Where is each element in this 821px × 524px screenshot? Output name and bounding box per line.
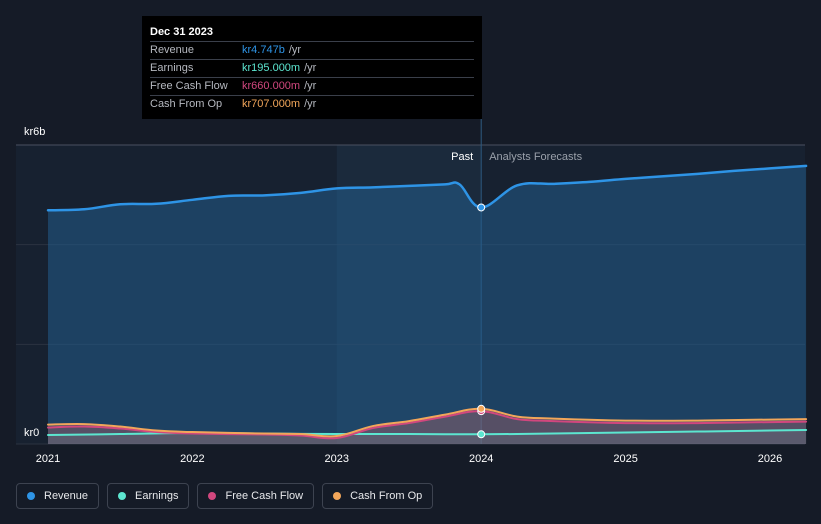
legend-dot-icon [333,492,342,500]
x-tick-label: 2026 [758,453,782,465]
tooltip-series-unit: /yr [304,80,317,92]
tooltip-series-value: kr195.000m [242,62,301,74]
x-tick-label: 2024 [469,453,493,465]
legend-dot-icon [27,492,35,500]
tooltip-series-value: kr707.000m [242,98,301,110]
legend-item-revenue[interactable]: Revenue [16,483,100,509]
area-free-cash-flow [48,411,807,444]
tooltip-row-cash-from-op: Cash From Op kr707.000m /yr [150,96,474,113]
tooltip-row-free-cash-flow: Free Cash Flow kr660.000m /yr [150,78,474,96]
legend-item-cash-from-op[interactable]: Cash From Op [322,483,434,509]
area-cash-from-op [48,408,807,444]
data-tooltip: Dec 31 2023 Revenue kr4.747b /yr Earning… [142,16,482,119]
x-tick-label: 2021 [36,453,60,465]
tooltip-row-earnings: Earnings kr195.000m /yr [150,60,474,78]
axes-layer: 2021 2022 2023 2024 2025 2026 kr6b kr0 Past Analy… [24,126,782,465]
chart-legend: Revenue Earnings Free Cash Flow Cash Fro… [16,483,434,509]
tooltip-series-unit: /yr [288,44,302,56]
area-revenue [48,165,807,444]
series-areas-layer [48,165,807,444]
marker-cash-from-op [477,404,486,413]
series-lines-layer [46,164,808,440]
tooltip-series-name: Earnings [150,62,194,74]
legend-item-free-cash-flow[interactable]: Free Cash Flow [197,483,315,509]
y-top-label: kr6b [24,126,45,138]
tooltip-series-unit: /yr [304,62,317,74]
tooltip-date: Dec 31 2023 [150,23,474,42]
line-cash-from-op [47,407,808,438]
tooltip-row-revenue: Revenue kr4.747b /yr [150,42,474,60]
legend-item-earnings[interactable]: Earnings [107,483,190,509]
tooltip-series-unit: /yr [304,98,317,110]
x-tick-label: 2023 [325,453,349,465]
line-free-cash-flow [47,410,808,440]
past-label: Past [451,151,473,163]
legend-label: Cash From Op [350,490,423,502]
legend-label: Revenue [44,490,89,502]
tooltip-series-name: Cash From Op [150,98,223,110]
legend-dot-icon [208,492,217,500]
x-tick-label: 2022 [180,453,204,465]
markers-layer [477,203,486,439]
legend-label: Free Cash Flow [225,490,304,502]
line-revenue [46,164,808,212]
forecast-label: Analysts Forecasts [489,151,582,163]
marker-revenue [477,203,486,212]
legend-dot-icon [118,492,127,500]
tooltip-series-value: kr660.000m [242,80,301,92]
x-tick-label: 2025 [613,453,637,465]
marker-earnings [477,430,486,439]
tooltip-series-value: kr4.747b [242,44,285,56]
legend-label: Earnings [135,490,179,502]
tooltip-series-name: Revenue [150,44,195,56]
tooltip-series-name: Free Cash Flow [150,80,228,92]
y-bottom-label: kr0 [24,427,39,439]
